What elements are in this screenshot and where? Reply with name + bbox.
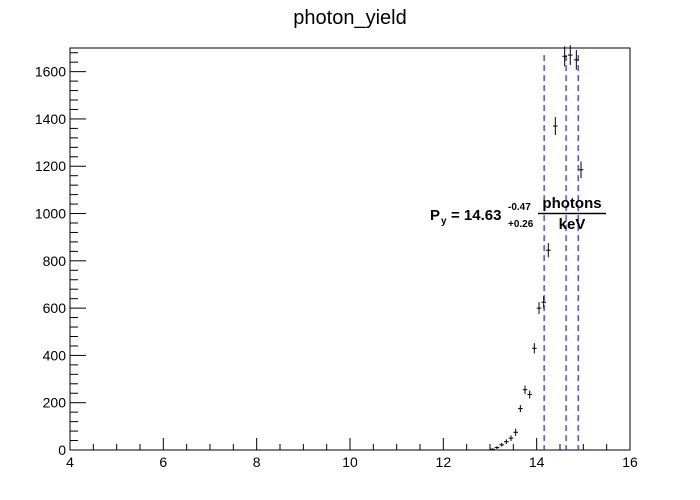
y-tick-label: 200 — [43, 395, 67, 411]
chart-title: photon_yield — [293, 7, 406, 29]
annotation-superscript: -0.47 — [508, 202, 531, 213]
data-point — [504, 439, 509, 445]
reference-lines — [543, 55, 579, 450]
data-point — [536, 302, 542, 315]
x-tick-label: 14 — [529, 454, 545, 470]
data-point — [578, 161, 584, 179]
annotation-subscript-error: +0.26 — [508, 219, 534, 230]
x-tick-label: 16 — [622, 454, 638, 470]
annotation-subscript: y — [441, 216, 447, 227]
y-tick-label: 1600 — [35, 64, 66, 80]
y-tick-label: 0 — [58, 442, 66, 458]
y-tick-label: 400 — [43, 347, 67, 363]
data-point — [518, 405, 523, 413]
x-tick-label: 6 — [159, 454, 167, 470]
data-point — [541, 296, 546, 309]
annotation-denominator: keV — [559, 216, 586, 233]
data-point — [513, 428, 518, 436]
x-tick-label: 4 — [66, 454, 74, 470]
data-point — [553, 117, 558, 136]
annotation-value: = 14.63 — [451, 207, 501, 224]
y-tick-label: 1000 — [35, 206, 66, 222]
data-point — [532, 343, 537, 354]
data-point — [494, 446, 500, 450]
annotation-numerator: photons — [542, 195, 601, 212]
x-tick-label: 10 — [342, 454, 358, 470]
y-tick-label: 1200 — [35, 158, 66, 174]
data-point — [522, 385, 528, 394]
y-tick-label: 1400 — [35, 111, 66, 127]
data-point — [546, 243, 551, 258]
photon-yield-annotation: P y = 14.63 -0.47 +0.26 photons keV — [430, 195, 606, 233]
y-tick-label: 600 — [43, 300, 67, 316]
annotation-symbol: P — [430, 207, 440, 224]
y-tick-label: 800 — [43, 253, 67, 269]
data-point — [490, 448, 495, 451]
data-points — [70, 45, 630, 451]
plot-frame — [69, 47, 631, 451]
x-axis: 4 6 8 10 12 14 16 — [66, 438, 638, 470]
data-point — [527, 390, 532, 399]
x-tick-label: 8 — [253, 454, 261, 470]
data-point — [562, 46, 567, 67]
data-point — [574, 49, 579, 70]
y-axis: 0 200 400 600 800 1000 1200 1400 1600 — [35, 52, 86, 458]
x-tick-label: 12 — [436, 454, 452, 470]
data-point — [508, 435, 514, 442]
data-point — [567, 45, 573, 66]
data-point — [499, 442, 504, 447]
